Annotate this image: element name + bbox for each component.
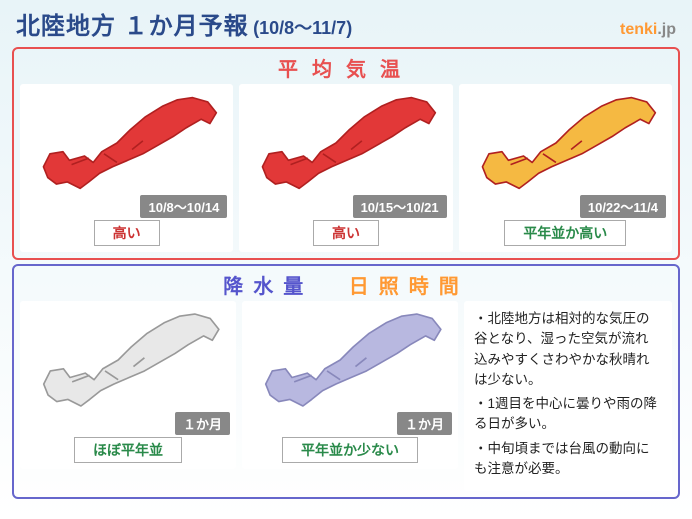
region-map-icon bbox=[24, 305, 232, 415]
period-label: 10/15～10/21 bbox=[353, 195, 447, 218]
precipitation-section: 降水量 日照時間 １か月 ほぼ平年並 １か月 平年並か少ない ・北陸地方は相対的… bbox=[12, 264, 680, 499]
brand-name: tenki bbox=[620, 21, 657, 38]
sunshine-title: 日照時間 bbox=[349, 276, 469, 298]
period-label: 10/22～11/4 bbox=[580, 195, 666, 218]
temperature-section: 平均気温 10/8～10/14 高い 10/15～10/21 高い 10/22～… bbox=[12, 47, 680, 260]
status-label: ほぼ平年並 bbox=[74, 437, 182, 463]
date-range: (10/8～11/7) bbox=[253, 18, 352, 38]
temperature-maps-row: 10/8～10/14 高い 10/15～10/21 高い 10/22～11/4 … bbox=[20, 84, 672, 252]
map-card: 10/15～10/21 高い bbox=[239, 84, 452, 252]
page-title: 北陸地方 １か月予報 bbox=[16, 13, 249, 40]
description-box: ・北陸地方は相対的な気圧の谷となり、湿った空気が流れ込みやすくさわやかな秋晴れは… bbox=[464, 301, 672, 491]
brand-suffix: .jp bbox=[657, 21, 676, 38]
status-label: 高い bbox=[94, 220, 160, 246]
region-map-icon bbox=[246, 305, 454, 415]
header: 北陸地方 １か月予報 (10/8～11/7) tenki.jp bbox=[0, 0, 692, 43]
period-label: 10/8～10/14 bbox=[140, 195, 227, 218]
brand-logo: tenki.jp bbox=[620, 21, 676, 39]
status-label: 平年並か少ない bbox=[282, 437, 418, 463]
precip-title-row: 降水量 日照時間 bbox=[20, 270, 672, 299]
status-label: 高い bbox=[313, 220, 379, 246]
precip-title: 降水量 bbox=[223, 276, 313, 298]
description-line: ・中旬頃までは台風の動向にも注意が必要。 bbox=[474, 439, 662, 480]
period-label: １か月 bbox=[175, 412, 230, 435]
map-card: 10/22～11/4 平年並か高い bbox=[459, 84, 672, 252]
temperature-title: 平均気温 bbox=[20, 53, 672, 82]
description-line: ・1週目を中心に曇りや雨の降る日が多い。 bbox=[474, 394, 662, 435]
period-label: １か月 bbox=[397, 412, 452, 435]
map-card: １か月 ほぼ平年並 bbox=[20, 301, 236, 469]
description-line: ・北陸地方は相対的な気圧の谷となり、湿った空気が流れ込みやすくさわやかな秋晴れは… bbox=[474, 309, 662, 390]
status-label: 平年並か高い bbox=[504, 220, 626, 246]
map-card: 10/8～10/14 高い bbox=[20, 84, 233, 252]
map-card: １か月 平年並か少ない bbox=[242, 301, 458, 469]
region-map-icon bbox=[24, 88, 229, 198]
region-map-icon bbox=[243, 88, 448, 198]
precip-maps-row: １か月 ほぼ平年並 １か月 平年並か少ない ・北陸地方は相対的な気圧の谷となり、… bbox=[20, 301, 672, 491]
region-map-icon bbox=[463, 88, 668, 198]
